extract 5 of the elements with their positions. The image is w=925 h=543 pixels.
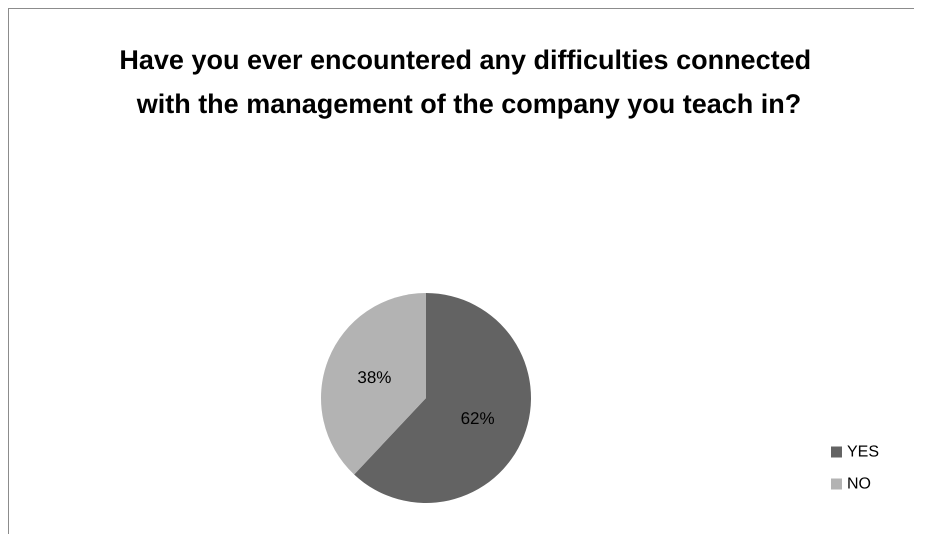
chart-title: Have you ever encountered any difficulties connected with the management of the company you teach in? [119, 45, 819, 119]
data-label: 38% [357, 368, 392, 388]
data-label: 62% [460, 408, 495, 428]
legend-label: YES [846, 444, 879, 460]
legend-label: NO [846, 476, 871, 492]
